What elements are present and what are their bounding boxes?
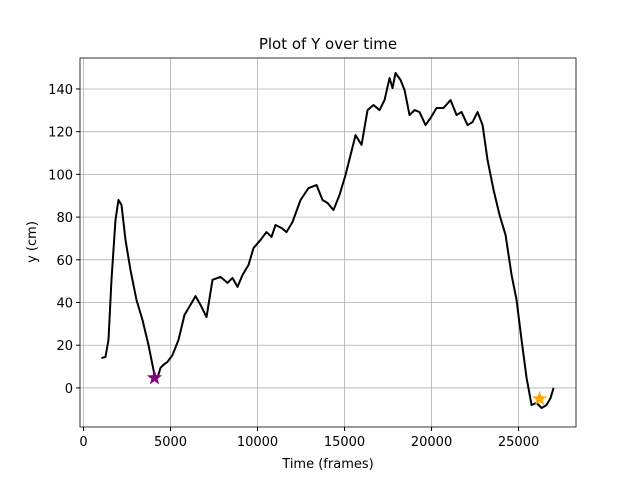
- x-tick-label: 0: [79, 435, 87, 450]
- x-tick-label: 10000: [237, 435, 278, 450]
- y-tick-label: 140: [48, 83, 73, 98]
- x-tick-label: 20000: [411, 435, 452, 450]
- plot-frame: [79, 57, 577, 428]
- y-tick-label: 40: [56, 297, 73, 312]
- star-marker: [146, 369, 163, 385]
- y-tick-label: 60: [56, 254, 73, 269]
- y-tick-label: 0: [65, 382, 73, 397]
- y-tick-label: 20: [56, 339, 73, 354]
- x-tick-label: 15000: [324, 435, 365, 450]
- y-tick-label: 80: [56, 211, 73, 226]
- x-tick-label: 25000: [498, 435, 539, 450]
- data-line: [101, 71, 555, 409]
- x-tick-label: 5000: [154, 435, 187, 450]
- x-axis-label: Time (frames): [281, 457, 373, 472]
- star-marker: [531, 390, 548, 406]
- chart-title: Plot of Y over time: [259, 35, 397, 53]
- y-tick-label: 100: [48, 168, 73, 183]
- y-tick-label: 120: [48, 126, 73, 141]
- y-axis-label: y (cm): [25, 221, 40, 263]
